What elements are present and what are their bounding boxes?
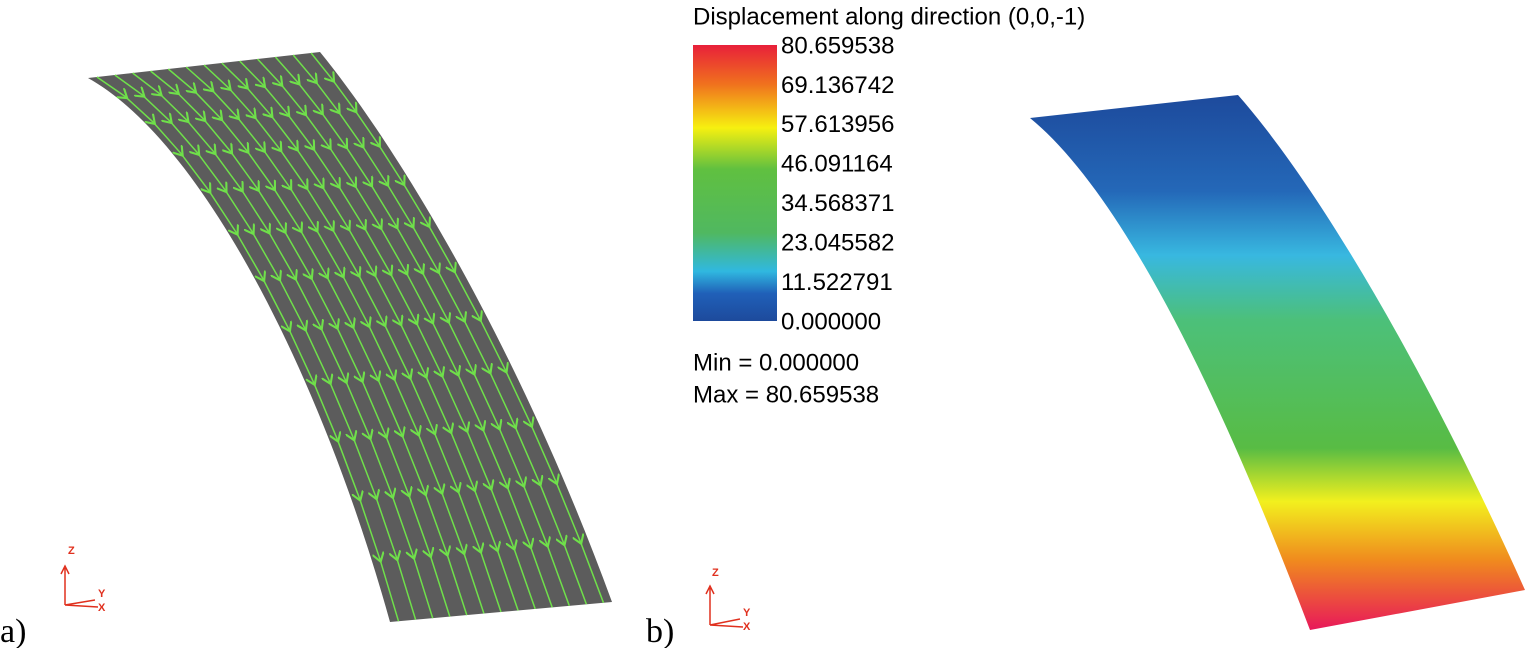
legend-min: Min = 0.000000 [693, 349, 859, 376]
axis-z: Z [68, 545, 75, 557]
legend-label: 80.659538 [781, 32, 894, 59]
legend-label: 46.091164 [781, 151, 893, 178]
legend-label: 0.000000 [781, 308, 881, 335]
legend-label: 69.136742 [781, 72, 894, 99]
legend-max: Max = 80.659538 [693, 381, 879, 408]
surface-b [1030, 95, 1525, 630]
axis-x: X [743, 621, 751, 633]
flow-lines [96, 52, 605, 622]
flow-line [310, 52, 605, 604]
legend-bar [693, 45, 777, 321]
legend-label: 11.522791 [781, 269, 893, 296]
legend-label: 23.045582 [781, 229, 894, 256]
legend-labels: 80.659538 69.136742 57.613956 46.091164 34.5… [781, 32, 894, 335]
axis-x: X [98, 602, 106, 614]
axis-y: Y [743, 607, 751, 619]
legend-title: Displacement along direction (0,0,-1) [693, 3, 1085, 30]
axis-z: Z [712, 567, 719, 579]
panel-label: a) [0, 613, 26, 648]
panel-label: b) [646, 613, 674, 648]
axis-y: Y [98, 588, 106, 600]
legend-label: 57.613956 [781, 111, 894, 138]
legend-label: 34.568371 [781, 190, 894, 217]
axis-triad [60, 564, 744, 628]
